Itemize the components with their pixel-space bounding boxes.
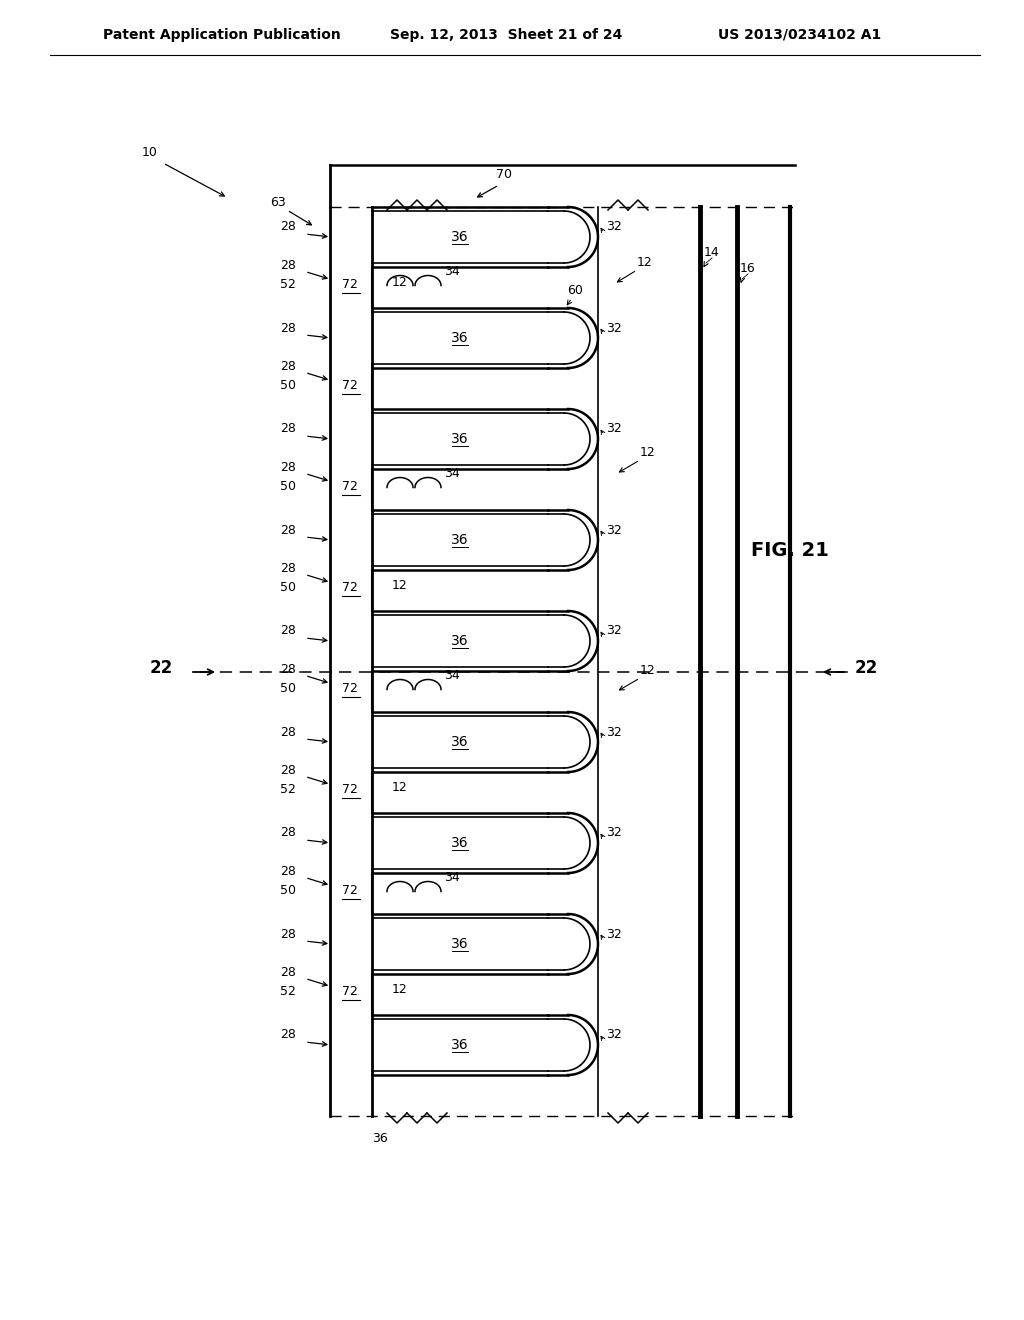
Text: 32: 32	[606, 1028, 622, 1041]
Text: 36: 36	[452, 432, 469, 446]
Text: 32: 32	[606, 726, 622, 738]
Text: 72: 72	[342, 379, 358, 392]
Text: 28: 28	[280, 726, 296, 738]
Text: 32: 32	[606, 928, 622, 940]
Text: 36: 36	[452, 331, 469, 345]
Text: 50: 50	[280, 682, 296, 696]
Text: 34: 34	[444, 467, 460, 480]
Text: 36: 36	[452, 230, 469, 244]
Text: 28: 28	[280, 928, 296, 940]
Text: 50: 50	[280, 581, 296, 594]
Text: 28: 28	[280, 865, 296, 878]
Text: 12: 12	[640, 446, 656, 458]
Text: 12: 12	[392, 579, 408, 591]
Text: 36: 36	[452, 1038, 469, 1052]
Text: 12: 12	[637, 256, 653, 268]
Text: 28: 28	[280, 562, 296, 576]
Text: 10: 10	[142, 145, 158, 158]
Text: 72: 72	[342, 783, 358, 796]
Text: 72: 72	[342, 581, 358, 594]
Text: 28: 28	[280, 663, 296, 676]
Text: 32: 32	[606, 322, 622, 334]
Text: 50: 50	[280, 379, 296, 392]
Text: 32: 32	[606, 220, 622, 234]
Text: 32: 32	[606, 422, 622, 436]
Text: 12: 12	[640, 664, 656, 676]
Text: 28: 28	[280, 220, 296, 234]
Text: 72: 72	[342, 279, 358, 290]
Text: 63: 63	[270, 195, 286, 209]
Text: 28: 28	[280, 461, 296, 474]
Text: 72: 72	[342, 884, 358, 898]
Text: 52: 52	[280, 985, 296, 998]
Text: 22: 22	[855, 659, 879, 677]
Text: 52: 52	[280, 279, 296, 290]
Text: 36: 36	[452, 735, 469, 748]
Text: 28: 28	[280, 259, 296, 272]
Text: 60: 60	[567, 284, 583, 297]
Text: 36: 36	[452, 533, 469, 546]
Text: 28: 28	[280, 826, 296, 840]
Text: 36: 36	[452, 634, 469, 648]
Text: 12: 12	[392, 983, 408, 997]
Text: Patent Application Publication: Patent Application Publication	[103, 28, 341, 42]
Text: 32: 32	[606, 826, 622, 840]
Text: US 2013/0234102 A1: US 2013/0234102 A1	[718, 28, 882, 42]
Text: 72: 72	[342, 480, 358, 492]
Text: 14: 14	[705, 246, 720, 259]
Text: Sep. 12, 2013  Sheet 21 of 24: Sep. 12, 2013 Sheet 21 of 24	[390, 28, 623, 42]
Text: 12: 12	[392, 276, 408, 289]
Text: 50: 50	[280, 884, 296, 898]
Text: 28: 28	[280, 1028, 296, 1041]
Text: 36: 36	[452, 836, 469, 850]
Text: 34: 34	[444, 871, 460, 884]
Text: 70: 70	[496, 169, 512, 181]
Text: 28: 28	[280, 422, 296, 436]
Text: 72: 72	[342, 682, 358, 696]
Text: 28: 28	[280, 966, 296, 979]
Text: 12: 12	[392, 781, 408, 795]
Text: 16: 16	[740, 261, 756, 275]
Text: 72: 72	[342, 985, 358, 998]
Text: 28: 28	[280, 524, 296, 536]
Text: 34: 34	[444, 265, 460, 279]
Text: 28: 28	[280, 624, 296, 638]
Text: 34: 34	[444, 669, 460, 682]
Text: 36: 36	[372, 1131, 388, 1144]
Text: 32: 32	[606, 624, 622, 638]
Text: 50: 50	[280, 480, 296, 492]
Text: 36: 36	[452, 937, 469, 950]
Text: 28: 28	[280, 322, 296, 334]
Text: 22: 22	[150, 659, 173, 677]
Text: 52: 52	[280, 783, 296, 796]
Text: 28: 28	[280, 764, 296, 777]
Text: 28: 28	[280, 360, 296, 374]
Text: 32: 32	[606, 524, 622, 536]
Text: FIG. 21: FIG. 21	[751, 540, 829, 560]
